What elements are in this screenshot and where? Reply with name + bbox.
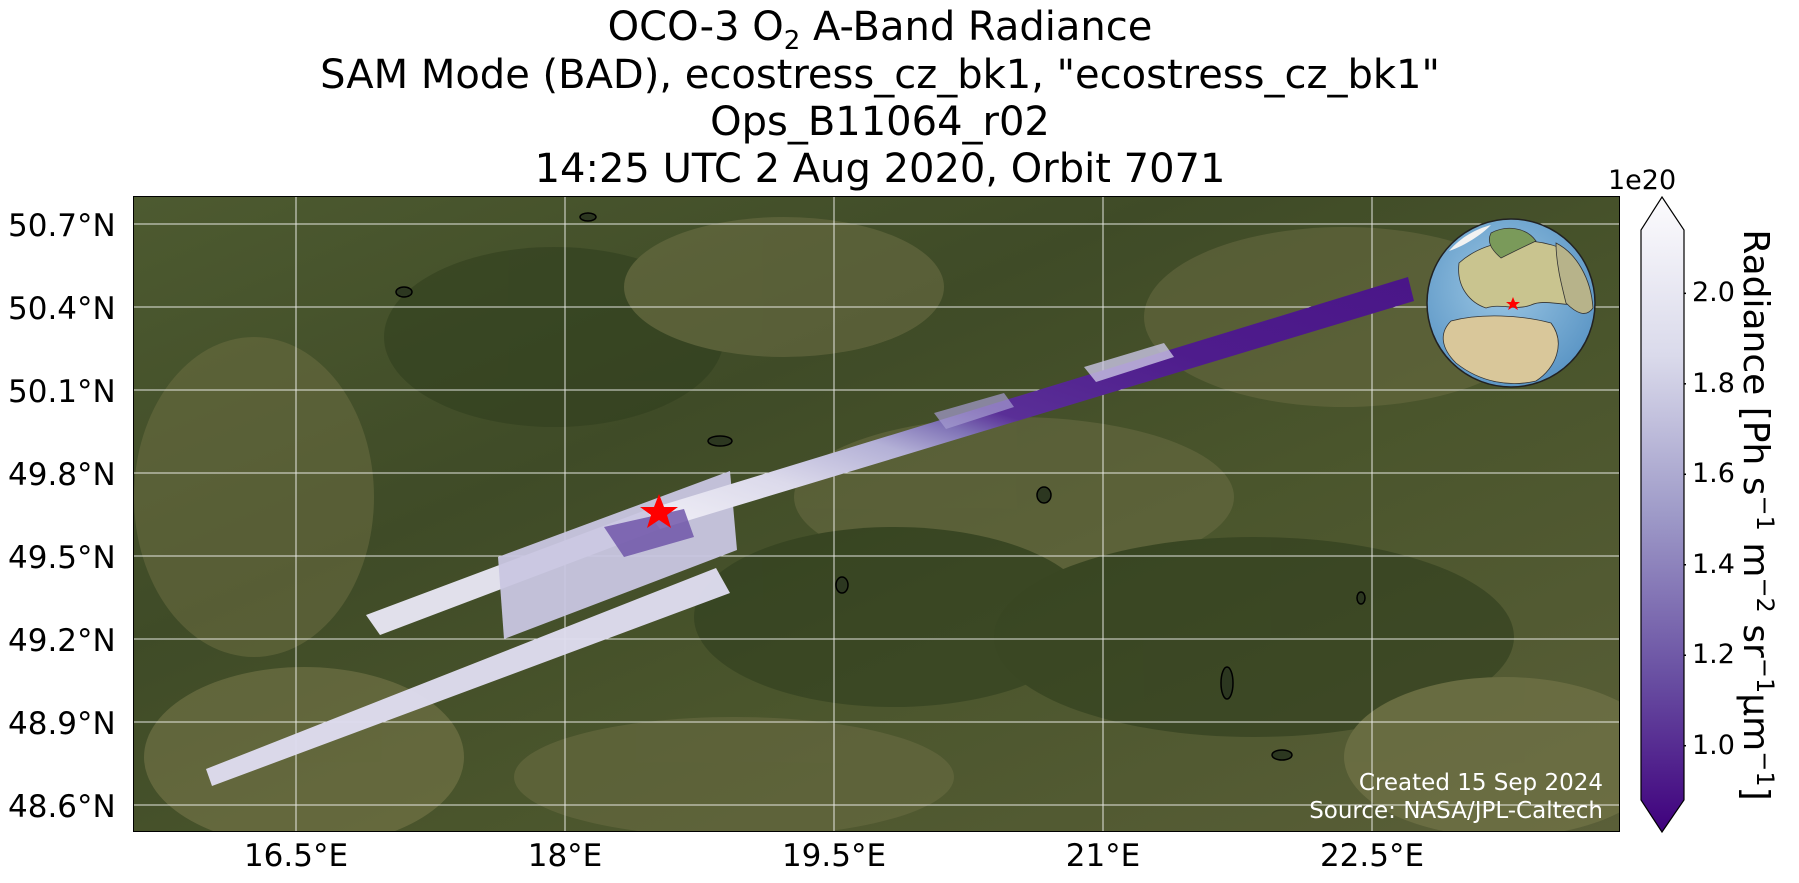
inset-globe [1426, 218, 1596, 388]
lat-label-48-6: 48.6°N [8, 789, 116, 825]
title-subscript: 2 [783, 26, 801, 56]
globe-land-asia [1555, 242, 1594, 314]
swath-main [646, 277, 1414, 529]
radiance-swath [206, 277, 1414, 786]
colorbar-tick-1-6: 1.6 [1692, 458, 1735, 490]
swath-dark-patch [604, 509, 694, 557]
colorbar-bar [1640, 195, 1685, 834]
title-line-4: 14:25 UTC 2 Aug 2020, Orbit 7071 [534, 146, 1226, 192]
lat-label-49-2: 49.2°N [8, 623, 116, 659]
lat-label-50-1: 50.1°N [8, 374, 116, 410]
graticule [134, 197, 1619, 831]
map-panel[interactable]: Created 15 Sep 2024 Source: NASA/JPL-Cal… [133, 196, 1620, 832]
lon-label-22-5: 22.5°E [1319, 838, 1425, 874]
lon-label-18: 18°E [527, 838, 603, 874]
lat-label-50-4: 50.4°N [8, 291, 116, 327]
title-prefix: OCO-3 O [607, 4, 784, 50]
lake-outlines [395, 212, 1366, 761]
lat-label-48-9: 48.9°N [8, 706, 116, 742]
colorbar-tick-1-2: 1.2 [1692, 639, 1735, 671]
lat-label-49-5: 49.5°N [8, 540, 116, 576]
swath-segment-lower [206, 568, 730, 786]
swath-light-patch-2 [934, 393, 1014, 429]
swath-light-patch [1084, 343, 1174, 382]
title-line-1: OCO-3 O2 A-Band Radiance [0, 4, 1760, 64]
globe-star-icon [1506, 297, 1520, 310]
globe-land-africa [1442, 315, 1559, 384]
lon-label-16-5: 16.5°E [243, 838, 349, 874]
colorbar-tick-2-0: 2.0 [1692, 277, 1735, 309]
globe-land-scandinavia [1488, 227, 1537, 259]
colorbar-svg [1640, 195, 1690, 834]
lon-label-19-5: 19.5°E [781, 838, 887, 874]
globe-ice [1449, 225, 1491, 251]
title-line-3: Ops_B11064_r02 [710, 99, 1050, 145]
lat-label-49-8: 49.8°N [8, 457, 116, 493]
colorbar-label: Radiance [Ph s−1 m−2 sr−1μm−1] [1735, 229, 1779, 801]
map-canvas [134, 197, 1619, 831]
title-suffix: A-Band Radiance [800, 4, 1153, 50]
title-line-2: SAM Mode (BAD), ecostress_cz_bk1, "ecost… [320, 52, 1440, 98]
colorbar-tick-1-4: 1.4 [1692, 548, 1735, 580]
terrain-texture [134, 217, 1619, 831]
colorbar-exponent: 1e20 [1608, 165, 1677, 196]
colorbar-tick-1-0: 1.0 [1692, 729, 1735, 761]
lon-label-21: 21°E [1065, 838, 1141, 874]
lat-label-50-7: 50.7°N [8, 208, 116, 244]
created-credit: Created 15 Sep 2024 [1358, 770, 1603, 796]
colorbar-tick-1-8: 1.8 [1692, 367, 1735, 399]
colorbar [1640, 195, 1690, 834]
source-credit: Source: NASA/JPL-Caltech [1309, 798, 1603, 824]
target-star-icon [640, 494, 678, 528]
